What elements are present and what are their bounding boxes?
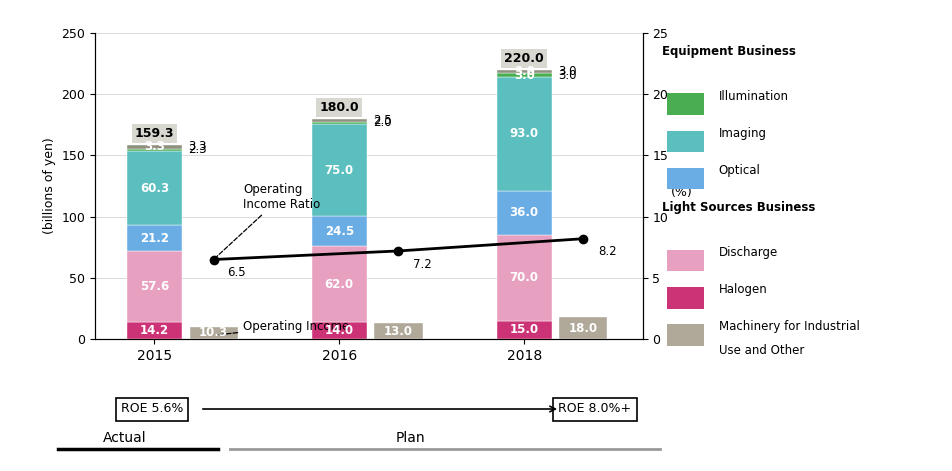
- Text: 18.0: 18.0: [569, 322, 598, 334]
- Text: 14.0: 14.0: [325, 324, 354, 337]
- Bar: [127, 151, 182, 225]
- Text: Actual: Actual: [103, 431, 147, 445]
- Text: 70.0: 70.0: [509, 271, 539, 284]
- Bar: [497, 73, 552, 77]
- Text: 7.2: 7.2: [413, 258, 432, 271]
- Bar: [311, 119, 367, 122]
- Text: Imaging: Imaging: [719, 127, 766, 140]
- Text: Halogen: Halogen: [719, 283, 767, 296]
- Text: 3.0: 3.0: [558, 65, 576, 78]
- Bar: [497, 77, 552, 191]
- Text: 14.2: 14.2: [140, 324, 169, 337]
- Text: 180.0: 180.0: [320, 101, 359, 114]
- Text: Illumination: Illumination: [719, 89, 789, 103]
- Text: 13.0: 13.0: [384, 325, 413, 338]
- Text: 3.0: 3.0: [514, 69, 535, 82]
- Text: 2.3: 2.3: [188, 144, 207, 156]
- Bar: [560, 317, 607, 339]
- Text: 2.5: 2.5: [373, 114, 391, 127]
- Bar: [127, 145, 182, 148]
- Bar: [667, 250, 704, 271]
- Bar: [311, 322, 367, 339]
- Text: Equipment Business: Equipment Business: [662, 45, 796, 58]
- Text: 2.0: 2.0: [373, 116, 391, 130]
- Text: 6.5: 6.5: [227, 266, 246, 279]
- Text: Operating
Income Ratio: Operating Income Ratio: [215, 183, 321, 258]
- Text: 3.0: 3.0: [558, 69, 576, 82]
- Bar: [667, 324, 704, 346]
- Bar: [127, 148, 182, 151]
- Text: Machinery for Industrial: Machinery for Industrial: [719, 320, 860, 333]
- Text: 3.3: 3.3: [188, 140, 207, 153]
- Text: 8.2: 8.2: [598, 245, 617, 259]
- Bar: [497, 321, 552, 339]
- Text: 60.3: 60.3: [140, 182, 169, 195]
- Text: 159.3: 159.3: [134, 127, 174, 139]
- Text: Operating Income: Operating Income: [216, 319, 349, 335]
- Y-axis label: (%): (%): [671, 186, 693, 199]
- Bar: [311, 124, 367, 216]
- Text: 10.3: 10.3: [199, 326, 228, 339]
- Y-axis label: (billions of yen): (billions of yen): [43, 138, 56, 235]
- Text: Plan: Plan: [395, 431, 425, 445]
- Text: 15.0: 15.0: [509, 324, 539, 336]
- Text: Discharge: Discharge: [719, 246, 778, 259]
- Bar: [497, 70, 552, 73]
- Bar: [127, 322, 182, 339]
- Bar: [667, 93, 704, 115]
- Text: 24.5: 24.5: [325, 225, 354, 237]
- Text: 3.0: 3.0: [514, 65, 535, 78]
- Bar: [127, 251, 182, 322]
- Text: 3.3: 3.3: [144, 140, 165, 153]
- Bar: [127, 225, 182, 251]
- Bar: [667, 168, 704, 189]
- Text: 75.0: 75.0: [325, 163, 354, 177]
- Text: Light Sources Business: Light Sources Business: [662, 201, 815, 214]
- Bar: [374, 323, 423, 339]
- Bar: [497, 235, 552, 321]
- Bar: [311, 246, 367, 322]
- Text: 93.0: 93.0: [509, 128, 539, 140]
- Text: 57.6: 57.6: [140, 280, 169, 293]
- Text: ROE 5.6%: ROE 5.6%: [121, 403, 183, 415]
- Text: 62.0: 62.0: [325, 277, 354, 291]
- Text: Optical: Optical: [719, 164, 761, 177]
- Bar: [667, 130, 704, 152]
- Bar: [311, 122, 367, 124]
- Text: 36.0: 36.0: [509, 206, 539, 219]
- Text: Use and Other: Use and Other: [719, 344, 804, 357]
- Text: 21.2: 21.2: [140, 232, 169, 245]
- Text: 220.0: 220.0: [505, 52, 545, 65]
- Bar: [189, 326, 238, 339]
- Bar: [311, 216, 367, 246]
- Text: ROE 8.0%+: ROE 8.0%+: [559, 403, 631, 415]
- Bar: [667, 287, 704, 309]
- Bar: [497, 191, 552, 235]
